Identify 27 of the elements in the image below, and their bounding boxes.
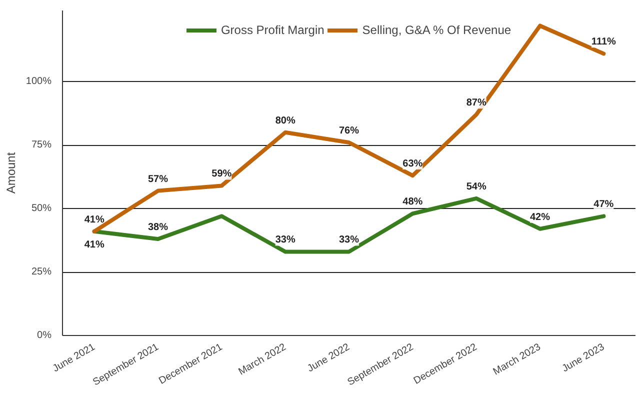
data-label: 76% bbox=[338, 126, 360, 137]
data-label: 87% bbox=[466, 98, 486, 109]
y-tick-label: 25% bbox=[31, 266, 52, 278]
y-tick-label: 0% bbox=[37, 330, 52, 341]
y-tick-label: 50% bbox=[31, 203, 52, 214]
data-label: 33% bbox=[275, 234, 296, 246]
data-label: 54% bbox=[466, 181, 486, 192]
y-axis-title: Amount bbox=[4, 152, 18, 194]
data-label: 41% bbox=[84, 239, 104, 250]
y-tick-label: 75% bbox=[31, 140, 52, 151]
legend-label: Gross Profit Margin bbox=[220, 23, 324, 37]
data-label: 41% bbox=[84, 214, 104, 226]
data-label: 47% bbox=[594, 199, 614, 210]
x-tick-label: June 2021 bbox=[51, 342, 98, 375]
legend-label: Selling, G&A % Of Revenue bbox=[362, 23, 512, 37]
data-label: 111% bbox=[591, 36, 616, 48]
y-tick-label: 100% bbox=[26, 76, 52, 88]
data-label: 33% bbox=[338, 234, 360, 246]
data-label: 42% bbox=[530, 212, 550, 223]
data-label: 63% bbox=[402, 158, 423, 170]
data-label: 80% bbox=[275, 115, 296, 126]
data-label: 38% bbox=[148, 222, 168, 234]
x-tick-label: June 2023 bbox=[560, 342, 607, 375]
x-tick-label: June 2022 bbox=[306, 342, 352, 375]
data-label: 57% bbox=[148, 174, 168, 185]
data-label: 48% bbox=[402, 196, 423, 208]
data-label: 59% bbox=[212, 168, 232, 180]
